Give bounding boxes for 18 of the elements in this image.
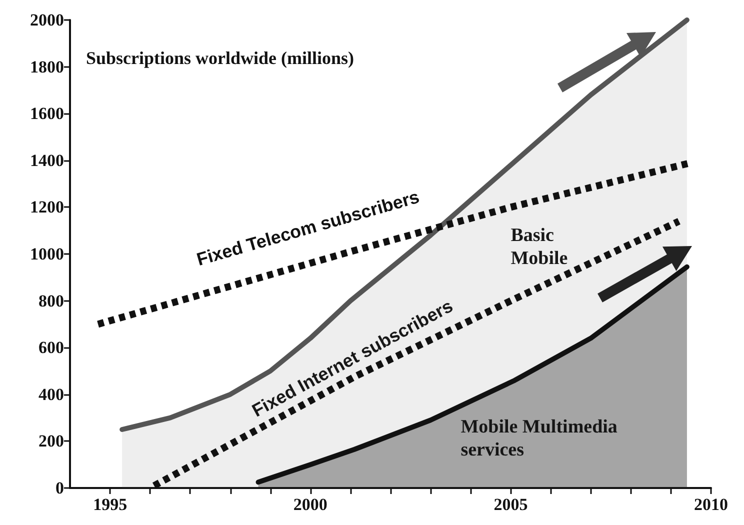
x-tick-label: 2000 [293,495,328,514]
annotation: Subscriptions worldwide (millions) [86,48,354,68]
y-tick-label: 0 [56,478,64,498]
x-tick-label: 2005 [494,495,528,514]
y-tick-label: 2000 [30,10,64,30]
x-tick-label: 1995 [93,495,128,514]
y-tick-label: 200 [38,432,64,451]
y-tick-label: 1200 [30,198,64,217]
y-tick-label: 400 [38,384,64,404]
y-tick-label: 1600 [30,104,64,124]
y-tick-label: 600 [38,338,64,358]
y-tick-label: 800 [38,291,64,310]
y-tick-label: 1000 [30,244,64,264]
y-tick-label: 1800 [30,57,64,76]
y-tick-label: 1400 [30,150,64,170]
series-label: Basic Mobile [510,225,568,270]
x-tick-label: 2010 [694,495,728,514]
series-label: Mobile Multimedia services [460,416,622,460]
